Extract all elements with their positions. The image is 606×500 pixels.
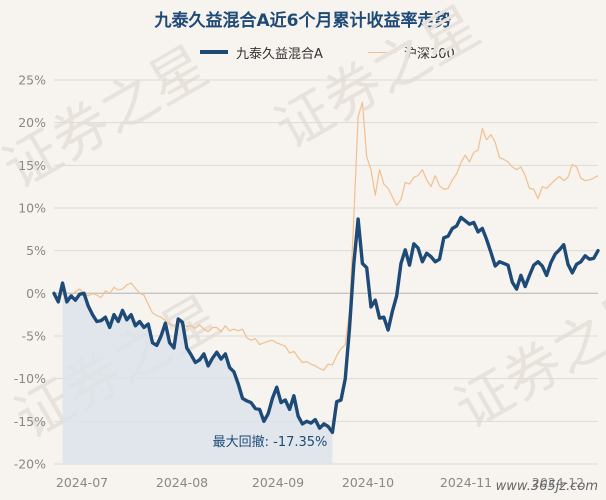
site-watermark: www.365jz.com [495, 479, 598, 494]
y-tick-label-1: 20% [18, 115, 46, 130]
legend-swatch-index [368, 51, 396, 53]
y-tick-label-8: -15% [14, 414, 46, 429]
legend-item-index[interactable]: 沪深300 [368, 42, 455, 62]
series-line-index [53, 101, 599, 371]
y-tick-label-7: -10% [14, 371, 46, 386]
x-tick-label-4: 2024-11 [440, 475, 492, 490]
x-tick-label-3: 2024-10 [342, 475, 394, 490]
y-tick-label-2: 15% [18, 158, 46, 173]
y-tick-label-6: -5% [22, 329, 46, 344]
y-tick-label-5: 0% [26, 286, 46, 301]
x-tick-label-0: 2024-07 [56, 475, 108, 490]
legend-item-fund[interactable]: 九泰久益混合A [200, 42, 323, 62]
chart-title: 九泰久益混合A近6个月累计收益率走势 [154, 11, 452, 31]
y-tick-label-3: 10% [18, 201, 46, 216]
y-tick-label-4: 5% [26, 243, 46, 258]
max-drawdown-area [62, 283, 333, 464]
x-tick-label-1: 2024-08 [156, 475, 208, 490]
y-tick-label-9: -20% [14, 457, 46, 472]
legend: 九泰久益混合A 沪深300 [0, 42, 606, 62]
legend-swatch-fund [200, 50, 228, 54]
x-tick-label-5: 2024-12 [532, 475, 584, 490]
legend-label-fund: 九泰久益混合A [236, 46, 323, 62]
legend-label-index: 沪深300 [404, 46, 455, 62]
series-line-fund [52, 215, 600, 435]
background-watermark-2: 证券之星 [445, 274, 606, 442]
x-tick-label-2: 2024-09 [252, 475, 304, 490]
max-drawdown-label: 最大回撤: -17.35% [213, 434, 328, 450]
background-watermark-1: 证券之星 [265, 0, 491, 162]
y-tick-label-0: 25% [18, 73, 46, 88]
